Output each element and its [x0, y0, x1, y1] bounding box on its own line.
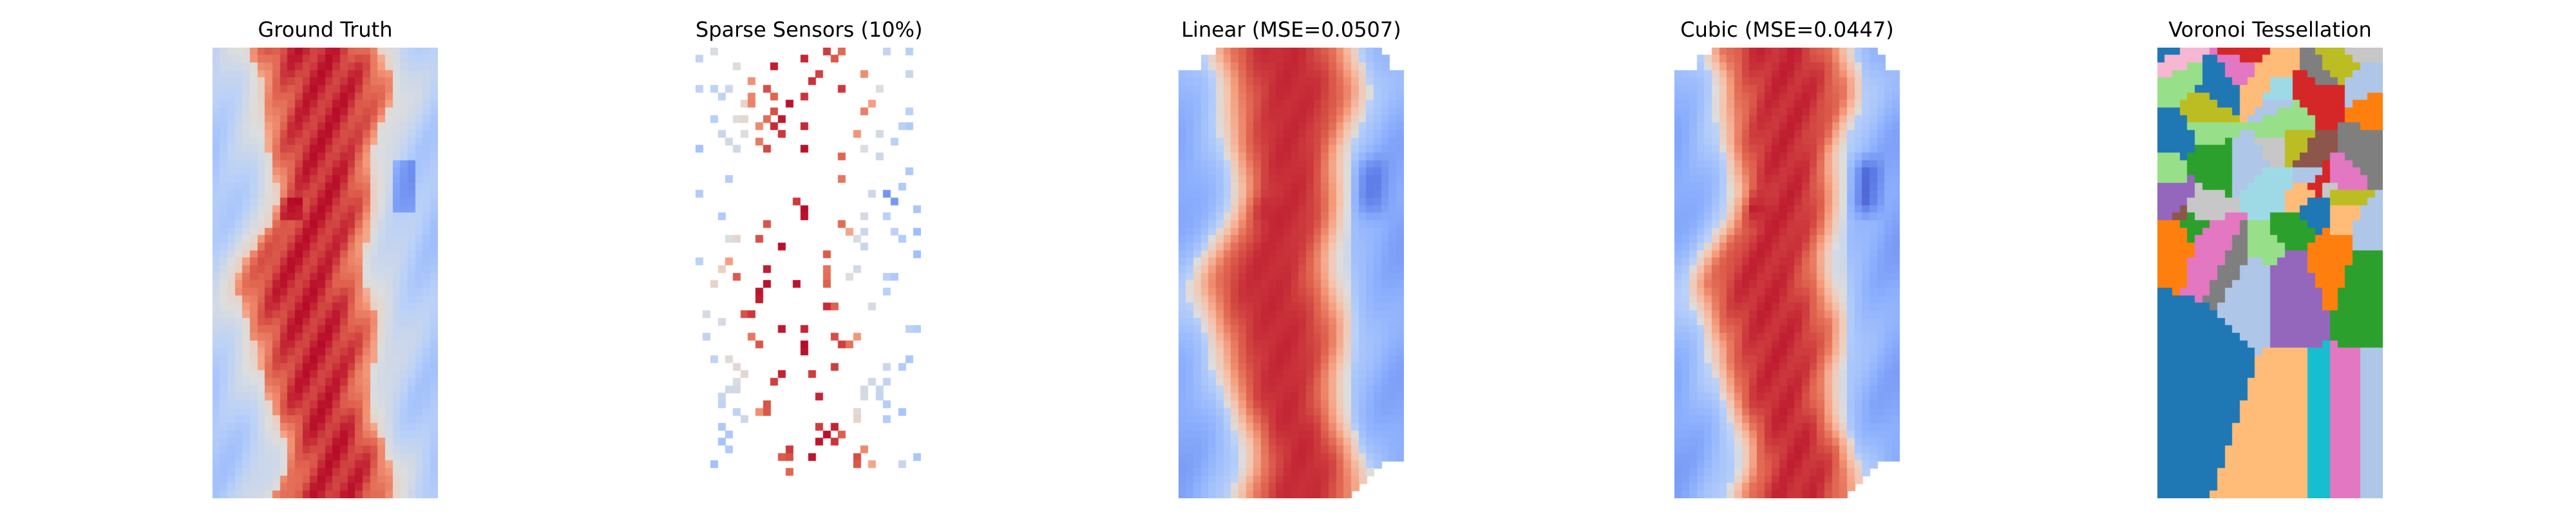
- heatmap-ground-truth-canvas: [213, 48, 438, 498]
- heatmap-cubic: [1674, 48, 1900, 498]
- panel-title-sparse-sensors: Sparse Sensors (10%): [696, 17, 921, 42]
- panel-title-voronoi: Voronoi Tessellation: [2157, 17, 2383, 42]
- panel-title-cubic: Cubic (MSE=0.0447): [1674, 17, 1900, 42]
- heatmap-cubic-canvas: [1674, 48, 1900, 498]
- heatmap-sparse-sensors-canvas: [696, 48, 921, 498]
- heatmap-linear-canvas: [1179, 48, 1404, 498]
- heatmap-voronoi-canvas: [2157, 48, 2383, 498]
- heatmap-ground-truth: [213, 48, 438, 498]
- panel-title-ground-truth: Ground Truth: [213, 17, 438, 42]
- heatmap-voronoi: [2157, 48, 2383, 498]
- heatmap-linear: [1179, 48, 1404, 498]
- heatmap-sparse-sensors: [696, 48, 921, 498]
- panel-title-linear: Linear (MSE=0.0507): [1179, 17, 1404, 42]
